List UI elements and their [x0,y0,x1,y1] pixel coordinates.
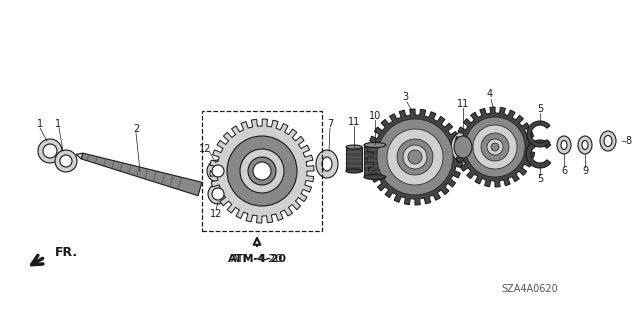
Circle shape [397,139,433,175]
Text: 11: 11 [457,99,469,109]
Text: 2: 2 [133,124,139,134]
Ellipse shape [458,139,468,154]
Polygon shape [76,153,83,159]
Circle shape [491,143,499,151]
Circle shape [55,150,77,172]
Circle shape [253,162,271,180]
Text: FR.: FR. [55,246,78,258]
Circle shape [227,136,297,206]
Ellipse shape [454,136,472,158]
Text: ATM-4-20: ATM-4-20 [231,254,283,264]
Circle shape [38,139,62,163]
Circle shape [212,188,224,200]
Ellipse shape [604,136,612,146]
Text: 5: 5 [537,104,543,114]
Circle shape [473,125,517,169]
Bar [202,111,322,231]
Ellipse shape [557,136,571,154]
Text: 3: 3 [402,92,408,102]
Text: 5: 5 [537,174,543,184]
Polygon shape [210,119,314,223]
Circle shape [408,150,422,164]
Text: 1: 1 [55,119,61,129]
Text: 9: 9 [582,166,588,176]
Ellipse shape [451,132,475,162]
Circle shape [377,119,453,195]
Text: 11: 11 [348,117,360,127]
Ellipse shape [346,169,362,173]
Polygon shape [527,121,550,147]
Circle shape [240,149,284,193]
Text: SZA4A0620: SZA4A0620 [502,284,558,294]
Circle shape [387,129,443,185]
Ellipse shape [561,140,567,150]
Ellipse shape [582,140,588,150]
Circle shape [487,139,503,155]
Text: 6: 6 [561,166,567,176]
Polygon shape [367,109,463,205]
Bar [346,147,362,171]
Circle shape [43,144,57,158]
Ellipse shape [316,150,338,178]
Ellipse shape [364,174,386,180]
Circle shape [60,155,72,167]
Text: 12: 12 [210,209,222,219]
Ellipse shape [322,157,332,171]
Ellipse shape [346,145,362,149]
Circle shape [465,117,525,177]
Text: 8: 8 [625,136,631,146]
Circle shape [403,145,427,169]
Text: 1: 1 [37,119,43,129]
Text: ATM-4-20: ATM-4-20 [227,254,287,264]
Text: 10: 10 [369,111,381,121]
Ellipse shape [600,131,616,151]
Bar [364,145,386,177]
Polygon shape [81,153,202,196]
Text: 4: 4 [487,89,493,99]
Circle shape [212,165,224,177]
Polygon shape [455,107,535,187]
Polygon shape [526,140,551,168]
Text: 12: 12 [199,144,211,154]
Circle shape [248,157,276,185]
Circle shape [481,133,509,161]
Circle shape [207,160,229,182]
Text: 7: 7 [327,119,333,129]
Ellipse shape [364,143,386,147]
Ellipse shape [578,136,592,154]
Circle shape [208,184,228,204]
